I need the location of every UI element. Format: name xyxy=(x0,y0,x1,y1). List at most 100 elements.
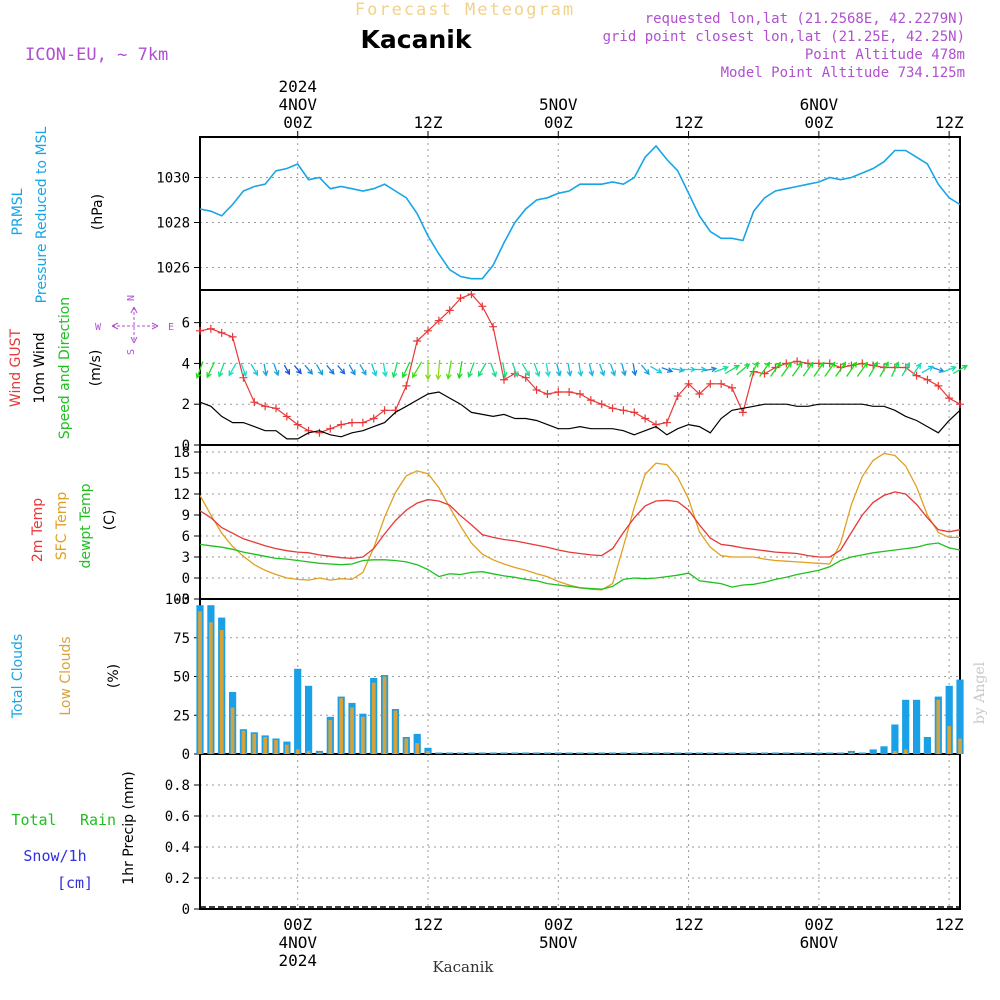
wind-direction-arrow xyxy=(511,362,519,378)
total-clouds-bar xyxy=(609,752,617,754)
point-altitude: Point Altitude 478m xyxy=(805,47,965,63)
low-clouds-bar xyxy=(350,707,354,754)
wind-direction-arrow xyxy=(640,364,650,376)
total-clouds-bar xyxy=(804,752,812,754)
wind-direction-arrow xyxy=(533,362,541,378)
wind-gust-point xyxy=(956,400,964,409)
wind-direction-arrow xyxy=(359,364,367,376)
wind-gust-point xyxy=(326,424,335,433)
wind-gust-point xyxy=(315,428,324,437)
total-clouds-bar xyxy=(913,699,921,755)
bottom-time-tick: 00Z xyxy=(283,915,312,934)
total-clouds-bar xyxy=(880,746,888,755)
wind-direction-arrow xyxy=(273,363,280,377)
panel-pressure: 1026 1028 1030 xyxy=(156,136,961,291)
bottom-time-tick: 12Z xyxy=(414,915,443,934)
wind-gust-point xyxy=(576,390,584,399)
wind-direction-arrow xyxy=(401,361,411,379)
total-clouds-bar xyxy=(695,752,703,754)
wind-gust-point xyxy=(500,375,508,384)
temp-sfc-series-line xyxy=(199,452,960,591)
wind-gust-point xyxy=(358,418,367,427)
wind-gust-point xyxy=(456,294,465,303)
low-clouds-bar xyxy=(371,682,376,754)
low-clouds-bar xyxy=(903,749,908,754)
wind-direction-arrow xyxy=(588,363,595,377)
wind-direction-arrow xyxy=(879,361,889,378)
total-clouds-bar xyxy=(554,752,562,754)
total-clouds-bar xyxy=(446,752,454,754)
wind-direction-arrow xyxy=(566,363,573,377)
total-clouds-bar xyxy=(782,752,790,754)
low-clouds-bar xyxy=(393,710,398,754)
wind-direction-arrow xyxy=(912,362,922,376)
wind-direction-arrow xyxy=(370,363,378,377)
low-clouds-bar xyxy=(415,743,419,754)
total-clouds-bar xyxy=(435,752,443,754)
y-tick-label: 0.2 xyxy=(165,871,190,887)
wind-gust-point xyxy=(228,332,237,341)
low-clouds-bar xyxy=(947,726,951,754)
total-clouds-bar xyxy=(619,752,627,754)
y-tick-label: 75 xyxy=(173,631,190,647)
y-tick-label: 0.6 xyxy=(165,809,190,825)
wind-direction-arrow xyxy=(868,361,878,378)
y-tick-label: 9 xyxy=(182,508,190,524)
y-tick-label: 3 xyxy=(182,550,190,566)
precip-total-label: Total xyxy=(11,811,56,829)
wind-direction-arrow xyxy=(435,359,442,381)
wind-direction-arrow xyxy=(217,362,225,378)
total-clouds-bar xyxy=(826,752,834,754)
temp-sfc-label: SFC Temp xyxy=(54,492,70,561)
wind-gust-point xyxy=(717,379,726,388)
precip-unit: 1hr Precip (mm) xyxy=(121,771,137,884)
temp-t2m-series-line xyxy=(199,491,961,560)
total-clouds-bar xyxy=(793,752,801,754)
total-clouds-bar xyxy=(522,752,530,754)
wind-direction-arrow xyxy=(240,362,248,378)
y-tick-label: 0.8 xyxy=(165,778,190,794)
wind-gust-point xyxy=(282,412,291,421)
wind-gust-point xyxy=(293,420,302,429)
wind-direction-arrow xyxy=(326,364,335,375)
wind-gust-point xyxy=(565,387,574,396)
temp-unit: (C) xyxy=(102,510,118,531)
wind-direction-arrow xyxy=(445,360,452,380)
wind-direction-arrow xyxy=(501,362,508,379)
wind-gust-point xyxy=(641,414,650,423)
y-tick-label: 0 xyxy=(182,747,190,763)
total-clouds-bar xyxy=(489,752,497,754)
bottom-time-tick: 00Z xyxy=(804,915,833,934)
low-clouds-bar xyxy=(936,699,941,755)
wind-gust-point xyxy=(662,418,671,427)
y-tick-label: 18 xyxy=(173,445,190,461)
wind-gust-point xyxy=(912,371,921,380)
wind-gust-point xyxy=(738,408,747,417)
total-clouds-bar xyxy=(706,752,714,754)
total-clouds-bar xyxy=(761,752,769,754)
requested-location: requested lon,lat (21.2568E, 42.2279N) xyxy=(645,11,965,27)
y-tick-label: 1026 xyxy=(156,261,190,277)
total-clouds-bar xyxy=(663,752,671,754)
wind-gust-point xyxy=(630,408,639,417)
top-time-tick: 12Z xyxy=(414,113,443,132)
total-clouds-bar xyxy=(858,752,866,754)
precip-snow-unit: [cm] xyxy=(57,874,93,892)
wind-gust-point xyxy=(196,326,204,335)
total-clouds-bar xyxy=(598,752,606,754)
wind-gust-point xyxy=(695,390,704,399)
wind-direction-arrow xyxy=(555,363,562,377)
y-tick-label: 6 xyxy=(182,316,190,332)
bottom-time-tick: 12Z xyxy=(674,915,703,934)
wind-direction-arrow xyxy=(521,363,530,377)
credit-watermark: by Angel xyxy=(972,661,988,724)
wind-direction-arrow xyxy=(952,364,968,375)
wind-gust-point xyxy=(543,390,552,399)
wind-direction-arrow xyxy=(577,363,584,378)
total-clouds-bar xyxy=(652,752,660,754)
low-clouds-bar xyxy=(958,738,962,754)
plot-area: 1026102810300246-30369121518025507510000… xyxy=(156,77,968,970)
wind-direction-arrow xyxy=(932,366,945,373)
wind-direction-arrow xyxy=(304,364,314,375)
